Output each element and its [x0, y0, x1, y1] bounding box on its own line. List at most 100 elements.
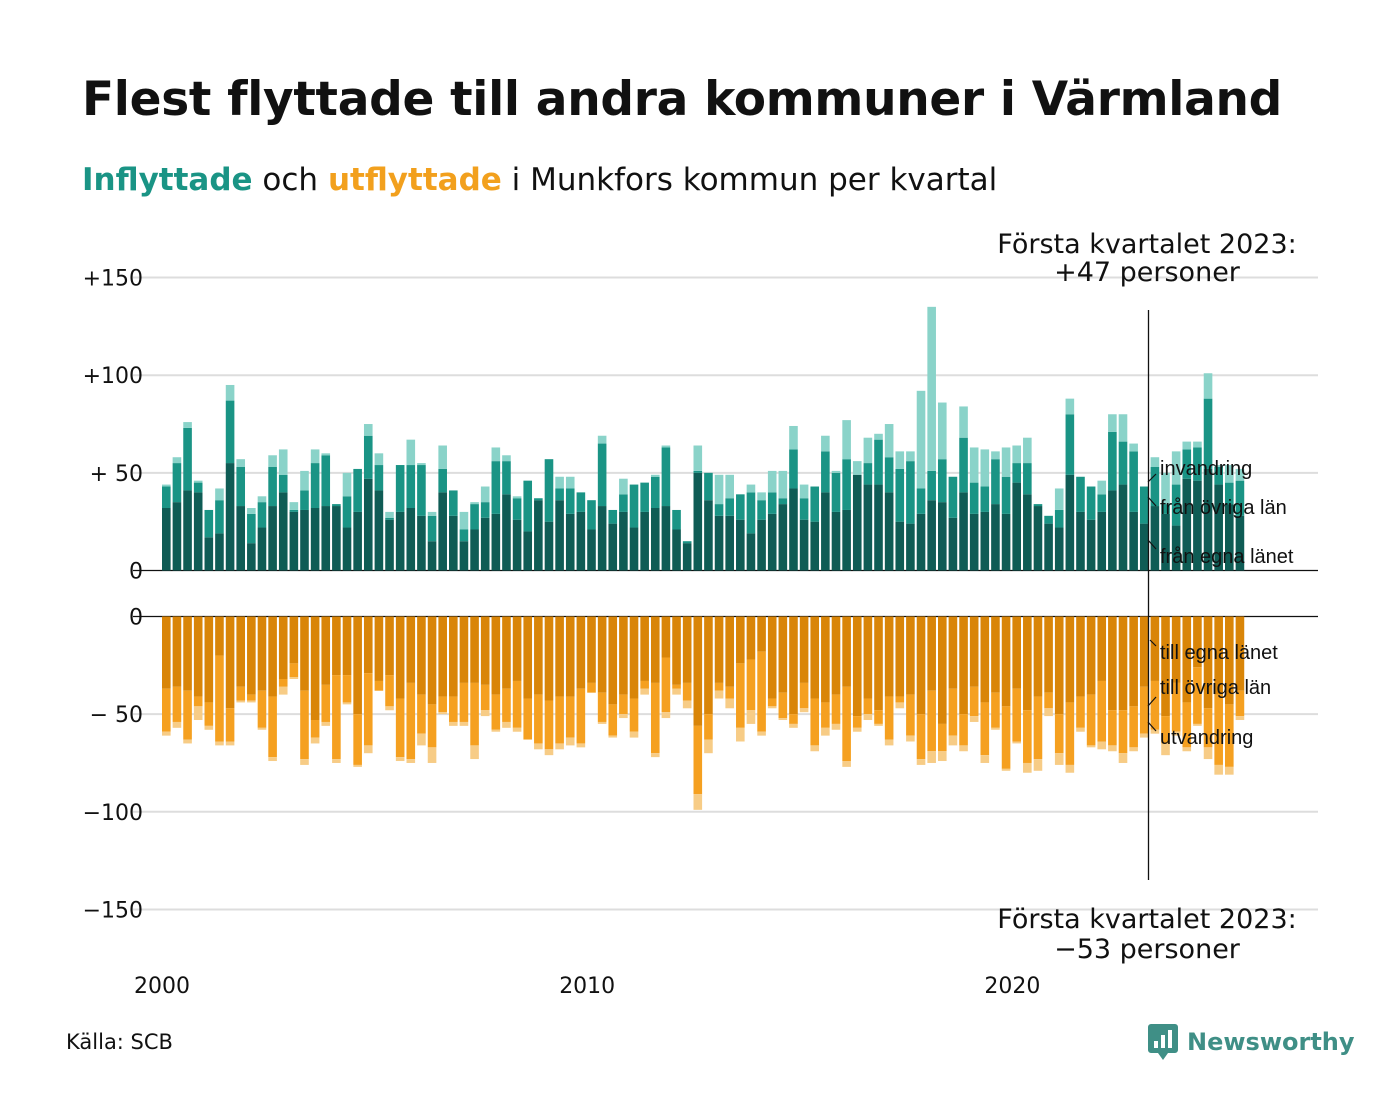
- in-bar-2-32: [502, 455, 511, 462]
- in-bar-2-41: [597, 435, 607, 444]
- in-bar-1-87: [1086, 486, 1096, 520]
- in-bar-2-29: [470, 502, 479, 505]
- x-tick-2010: 2010: [559, 974, 615, 999]
- in-bar-1-17: [342, 496, 352, 528]
- out-bar-0-53: [725, 616, 734, 687]
- in-bar-0-63: [831, 511, 841, 571]
- out-bar-0-68: [884, 616, 894, 697]
- out-bar-1-25: [427, 704, 437, 748]
- in-bar-1-19: [363, 435, 373, 479]
- in-bar-2-79: [1001, 447, 1011, 477]
- out-bar-1-62: [821, 702, 830, 728]
- in-bar-2-70: [906, 451, 915, 462]
- out-bar-1-14: [310, 720, 320, 738]
- out-bar-2-48: [672, 688, 681, 695]
- in-bar-0-38: [565, 513, 575, 571]
- in-bar-0-55: [746, 533, 756, 571]
- in-bar-1-72: [927, 470, 936, 501]
- out-bar-2-43: [619, 714, 628, 719]
- out-bar-0-35: [534, 616, 543, 695]
- out-bar-2-10: [268, 757, 277, 762]
- out-bar-0-74: [948, 616, 958, 689]
- out-bar-1-58: [778, 692, 788, 719]
- out-bar-2-35: [534, 743, 543, 750]
- out-bar-0-84: [1054, 616, 1064, 715]
- out-bar-0-55: [746, 616, 756, 660]
- out-bar-2-82: [1033, 759, 1043, 771]
- in-bar-2-84: [1054, 488, 1064, 510]
- in-bar-1-82: [1033, 504, 1043, 507]
- in-bar-0-9: [257, 527, 267, 571]
- in-bar-1-25: [427, 515, 437, 542]
- out-bar-1-79: [1001, 706, 1011, 769]
- out-bar-1-61: [810, 698, 820, 746]
- in-bar-2-2: [183, 422, 192, 428]
- out-bar-0-27: [449, 616, 458, 697]
- in-bar-2-76: [969, 447, 979, 483]
- brand-logo[interactable]: Newsworthy: [1148, 1024, 1355, 1060]
- in-bar-1-18: [353, 468, 362, 512]
- out-bar-0-43: [619, 616, 628, 695]
- out-bar-1-67: [874, 710, 883, 724]
- out-bar-1-99: [1214, 694, 1223, 765]
- in-bar-0-46: [650, 508, 660, 571]
- out-bar-2-12: [289, 677, 299, 679]
- out-bar-0-14: [310, 616, 320, 721]
- chart-subtitle: Inflyttade och utflyttade i Munkfors kom…: [82, 162, 997, 198]
- out-bar-2-63: [831, 723, 841, 730]
- in-bar-1-67: [874, 439, 883, 485]
- out-bar-1-69: [895, 696, 905, 703]
- in-bar-2-65: [852, 461, 862, 475]
- out-bar-1-80: [1012, 688, 1021, 742]
- in-bar-1-44: [629, 484, 639, 528]
- in-bar-1-68: [884, 457, 894, 493]
- out-bar-1-43: [619, 694, 628, 715]
- subtitle-rest: i Munkfors kommun per kvartal: [501, 162, 998, 198]
- out-bar-1-37: [555, 696, 564, 744]
- in-bar-2-72: [927, 306, 936, 471]
- in-bar-0-74: [948, 517, 958, 571]
- out-bar-1-40: [587, 682, 596, 693]
- in-bar-1-54: [736, 494, 745, 520]
- in-bar-1-6: [225, 400, 235, 464]
- in-bar-0-21: [385, 519, 394, 571]
- in-bar-2-28: [459, 511, 469, 530]
- out-bar-0-54: [736, 616, 745, 664]
- out-bar-0-13: [300, 616, 309, 691]
- in-bar-0-79: [1001, 513, 1011, 571]
- in-bar-1-20: [374, 465, 384, 491]
- out-bar-1-15: [321, 684, 331, 722]
- out-bar-0-88: [1097, 616, 1107, 681]
- out-bar-1-57: [767, 698, 777, 707]
- in-bar-1-33: [512, 498, 522, 520]
- out-bar-1-22: [395, 698, 405, 758]
- in-bar-1-40: [587, 500, 596, 530]
- out-bar-0-101: [1235, 616, 1245, 691]
- in-bar-2-46: [650, 474, 660, 477]
- in-bar-0-13: [300, 509, 309, 571]
- in-bar-1-42: [608, 509, 618, 524]
- out-bar-1-87: [1086, 694, 1096, 746]
- out-bar-2-47: [661, 712, 671, 719]
- in-bar-0-22: [395, 511, 405, 571]
- out-bar-1-36: [544, 700, 554, 750]
- in-bar-0-30: [480, 517, 490, 571]
- in-bar-1-26: [438, 468, 447, 493]
- in-bar-2-52: [714, 474, 724, 505]
- out-bar-1-32: [502, 688, 511, 722]
- out-bar-1-10: [268, 696, 277, 758]
- out-bar-1-100: [1225, 704, 1234, 767]
- out-bar-2-36: [544, 749, 554, 756]
- in-bar-2-71: [916, 390, 926, 489]
- out-bar-0-78: [991, 616, 1000, 693]
- in-bar-1-83: [1044, 515, 1053, 524]
- source-note: Källa: SCB: [66, 1030, 173, 1054]
- out-bar-2-9: [257, 727, 267, 730]
- out-bar-1-82: [1033, 696, 1043, 760]
- in-bar-2-88: [1097, 480, 1107, 495]
- in-bar-1-32: [502, 461, 511, 495]
- out-bar-2-61: [810, 745, 820, 752]
- subtitle-utflyttade: utflyttade: [327, 162, 502, 198]
- in-bar-1-27: [449, 490, 458, 516]
